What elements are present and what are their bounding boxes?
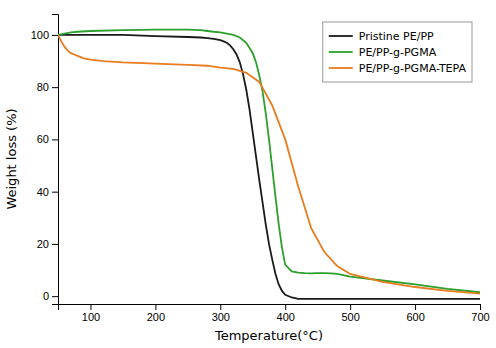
- tick-label: 60: [37, 133, 49, 145]
- tick-label: 20: [37, 238, 49, 250]
- tick-mark: [480, 304, 481, 310]
- tick: 200: [147, 304, 165, 323]
- tick-mark: [52, 87, 58, 88]
- line: [58, 35, 480, 299]
- legend-label: PE/PP-g-PGMA: [359, 46, 437, 59]
- tick: 300: [212, 304, 230, 323]
- y-axis-title: Weight loss (%): [4, 108, 19, 209]
- axis-line: [52, 15, 59, 305]
- tick: 500: [341, 304, 359, 323]
- tick: 20: [37, 238, 58, 250]
- tick-mark: [52, 192, 58, 193]
- tick: 600: [406, 304, 424, 323]
- tick-mark: [52, 244, 58, 245]
- tick-label: 400: [277, 311, 295, 323]
- plot: 100 200 300 400 500 600 700 0 20 40 60 80 100 Pristin…: [31, 15, 490, 323]
- legend-swatch: [329, 51, 353, 53]
- chart: 100 200 300 400 500 600 700 0 20 40 60 80 100 Pristin…: [0, 0, 496, 348]
- tick-mark: [52, 35, 58, 36]
- tick-label: 200: [147, 311, 165, 323]
- tick-mark: [90, 304, 91, 310]
- tick-label: 40: [37, 186, 49, 198]
- tick: 60: [37, 133, 58, 145]
- tick-label: 0: [43, 290, 49, 302]
- tick-label: 100: [31, 29, 49, 41]
- legend-label: PE/PP-g-PGMA-TEPA: [359, 62, 467, 75]
- tick-label: 80: [37, 81, 49, 93]
- line: [58, 35, 480, 294]
- tick: 40: [37, 186, 58, 198]
- tick: 400: [277, 304, 295, 323]
- line: [58, 30, 480, 293]
- tick-mark: [155, 304, 156, 310]
- tick-mark: [415, 304, 416, 310]
- tick-mark: [52, 139, 58, 140]
- tick-mark: [220, 304, 221, 310]
- legend: Pristine PE/PP PE/PP-g-PGMA PE/PP-g-PGMA-T…: [323, 22, 472, 82]
- tick-label: 300: [212, 311, 230, 323]
- tick: 700: [471, 304, 489, 323]
- tick: 100: [82, 304, 100, 323]
- legend-swatch: [329, 35, 353, 37]
- legend-label: Pristine PE/PP: [359, 30, 434, 43]
- tick: 100: [31, 29, 58, 41]
- tick-label: 700: [471, 311, 489, 323]
- x-axis: 100 200 300 400 500 600 700: [59, 304, 490, 323]
- tick-mark: [350, 304, 351, 310]
- tick: 0: [43, 290, 58, 302]
- lines: [58, 30, 480, 299]
- tick: 80: [37, 81, 58, 93]
- tick-mark: [285, 304, 286, 310]
- x-axis-title: Temperature(°C): [214, 328, 323, 343]
- tick-label: 100: [82, 311, 100, 323]
- tick-label: 500: [341, 311, 359, 323]
- legend-frame: [323, 22, 472, 82]
- y-axis: 0 20 40 60 80 100: [31, 15, 59, 305]
- tick-mark: [52, 296, 58, 297]
- axis-line: [59, 305, 481, 311]
- legend-swatch: [329, 67, 353, 69]
- tick-label: 600: [406, 311, 424, 323]
